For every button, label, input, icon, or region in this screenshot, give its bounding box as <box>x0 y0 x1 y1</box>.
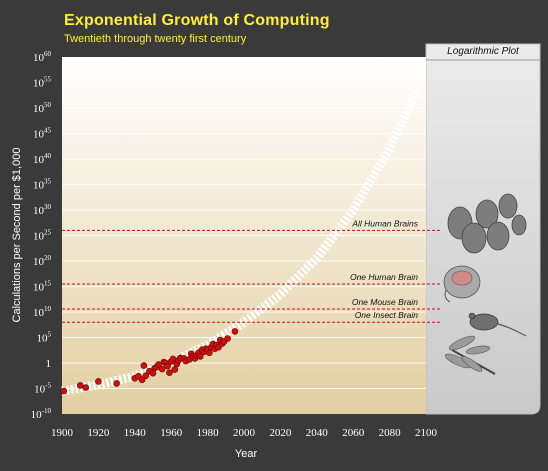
y-tick-label: 1030 <box>33 203 52 217</box>
gridlines <box>62 82 426 389</box>
y-tick-label: 1010 <box>33 305 52 319</box>
x-tick-label: 2060 <box>342 427 365 439</box>
y-tick-label: 10-5 <box>34 382 51 396</box>
data-point <box>158 365 166 373</box>
x-axis-title: Year <box>235 448 258 460</box>
y-tick-label: 1050 <box>33 101 52 115</box>
chart-subtitle: Twentieth through twenty first century <box>64 33 247 45</box>
threshold-label: One Insect Brain <box>355 310 419 320</box>
y-tick-label: 1 <box>46 358 52 370</box>
x-tick-label: 1960 <box>160 427 183 439</box>
x-tick-label: 2040 <box>306 427 329 439</box>
data-point <box>164 362 171 370</box>
threshold-label: One Mouse Brain <box>352 297 418 307</box>
data-point <box>169 355 177 363</box>
x-tick-label: 1980 <box>197 427 220 439</box>
panel-title: Logarithmic Plot <box>447 46 520 57</box>
data-point <box>140 362 148 369</box>
y-tick-label: 1025 <box>33 229 52 243</box>
y-axis-title: Calculations per Second per $1,000 <box>11 148 23 323</box>
data-point <box>76 382 84 389</box>
x-tick-label: 1940 <box>124 427 147 439</box>
human-brains-icon <box>447 193 527 254</box>
chart-title: Exponential Growth of Computing <box>64 12 330 29</box>
y-tick-label: 1020 <box>33 254 52 268</box>
x-axis-ticks: 1900 1920 1940 1960 1980 2000 2020 2040 2060 2080… <box>51 427 438 439</box>
data-point <box>82 384 89 391</box>
data-point <box>142 372 149 380</box>
x-tick-label: 2080 <box>379 427 402 439</box>
mouse-icon <box>468 312 527 337</box>
x-tick-label: 2020 <box>269 427 292 439</box>
data-point <box>206 349 213 357</box>
threshold-lines: All Human Brains One Human Brain One Mouse… <box>62 218 440 323</box>
y-tick-label: 105 <box>37 331 52 345</box>
data-point <box>197 353 204 360</box>
y-tick-label: 1055 <box>33 76 52 90</box>
y-tick-label: 1045 <box>33 127 52 141</box>
y-tick-label: 1040 <box>33 152 52 166</box>
threshold-label: All Human Brains <box>351 218 418 228</box>
data-point <box>224 335 231 342</box>
data-point <box>95 378 102 385</box>
threshold-label: One Human Brain <box>350 272 418 282</box>
data-point <box>113 380 120 387</box>
data-point <box>155 361 162 368</box>
data-point <box>60 387 68 395</box>
y-tick-label: 1015 <box>33 280 52 294</box>
y-tick-label: 10-10 <box>31 407 52 421</box>
y-tick-label: 1035 <box>33 178 52 192</box>
x-tick-label: 1920 <box>87 427 110 439</box>
human-brain-icon <box>443 265 481 303</box>
x-tick-label: 2100 <box>415 427 438 439</box>
y-axis-ticks: 10-10 10-5 1 105 1010 1015 1020 1025 1030 1035 104… <box>31 50 52 421</box>
dragonfly-icon <box>444 335 496 375</box>
data-point <box>171 366 179 373</box>
data-point <box>231 328 239 335</box>
data-point <box>166 369 173 377</box>
x-tick-label: 1900 <box>51 427 74 439</box>
y-tick-label: 1060 <box>33 50 52 64</box>
x-tick-label: 2000 <box>233 427 256 439</box>
data-points <box>60 328 239 395</box>
